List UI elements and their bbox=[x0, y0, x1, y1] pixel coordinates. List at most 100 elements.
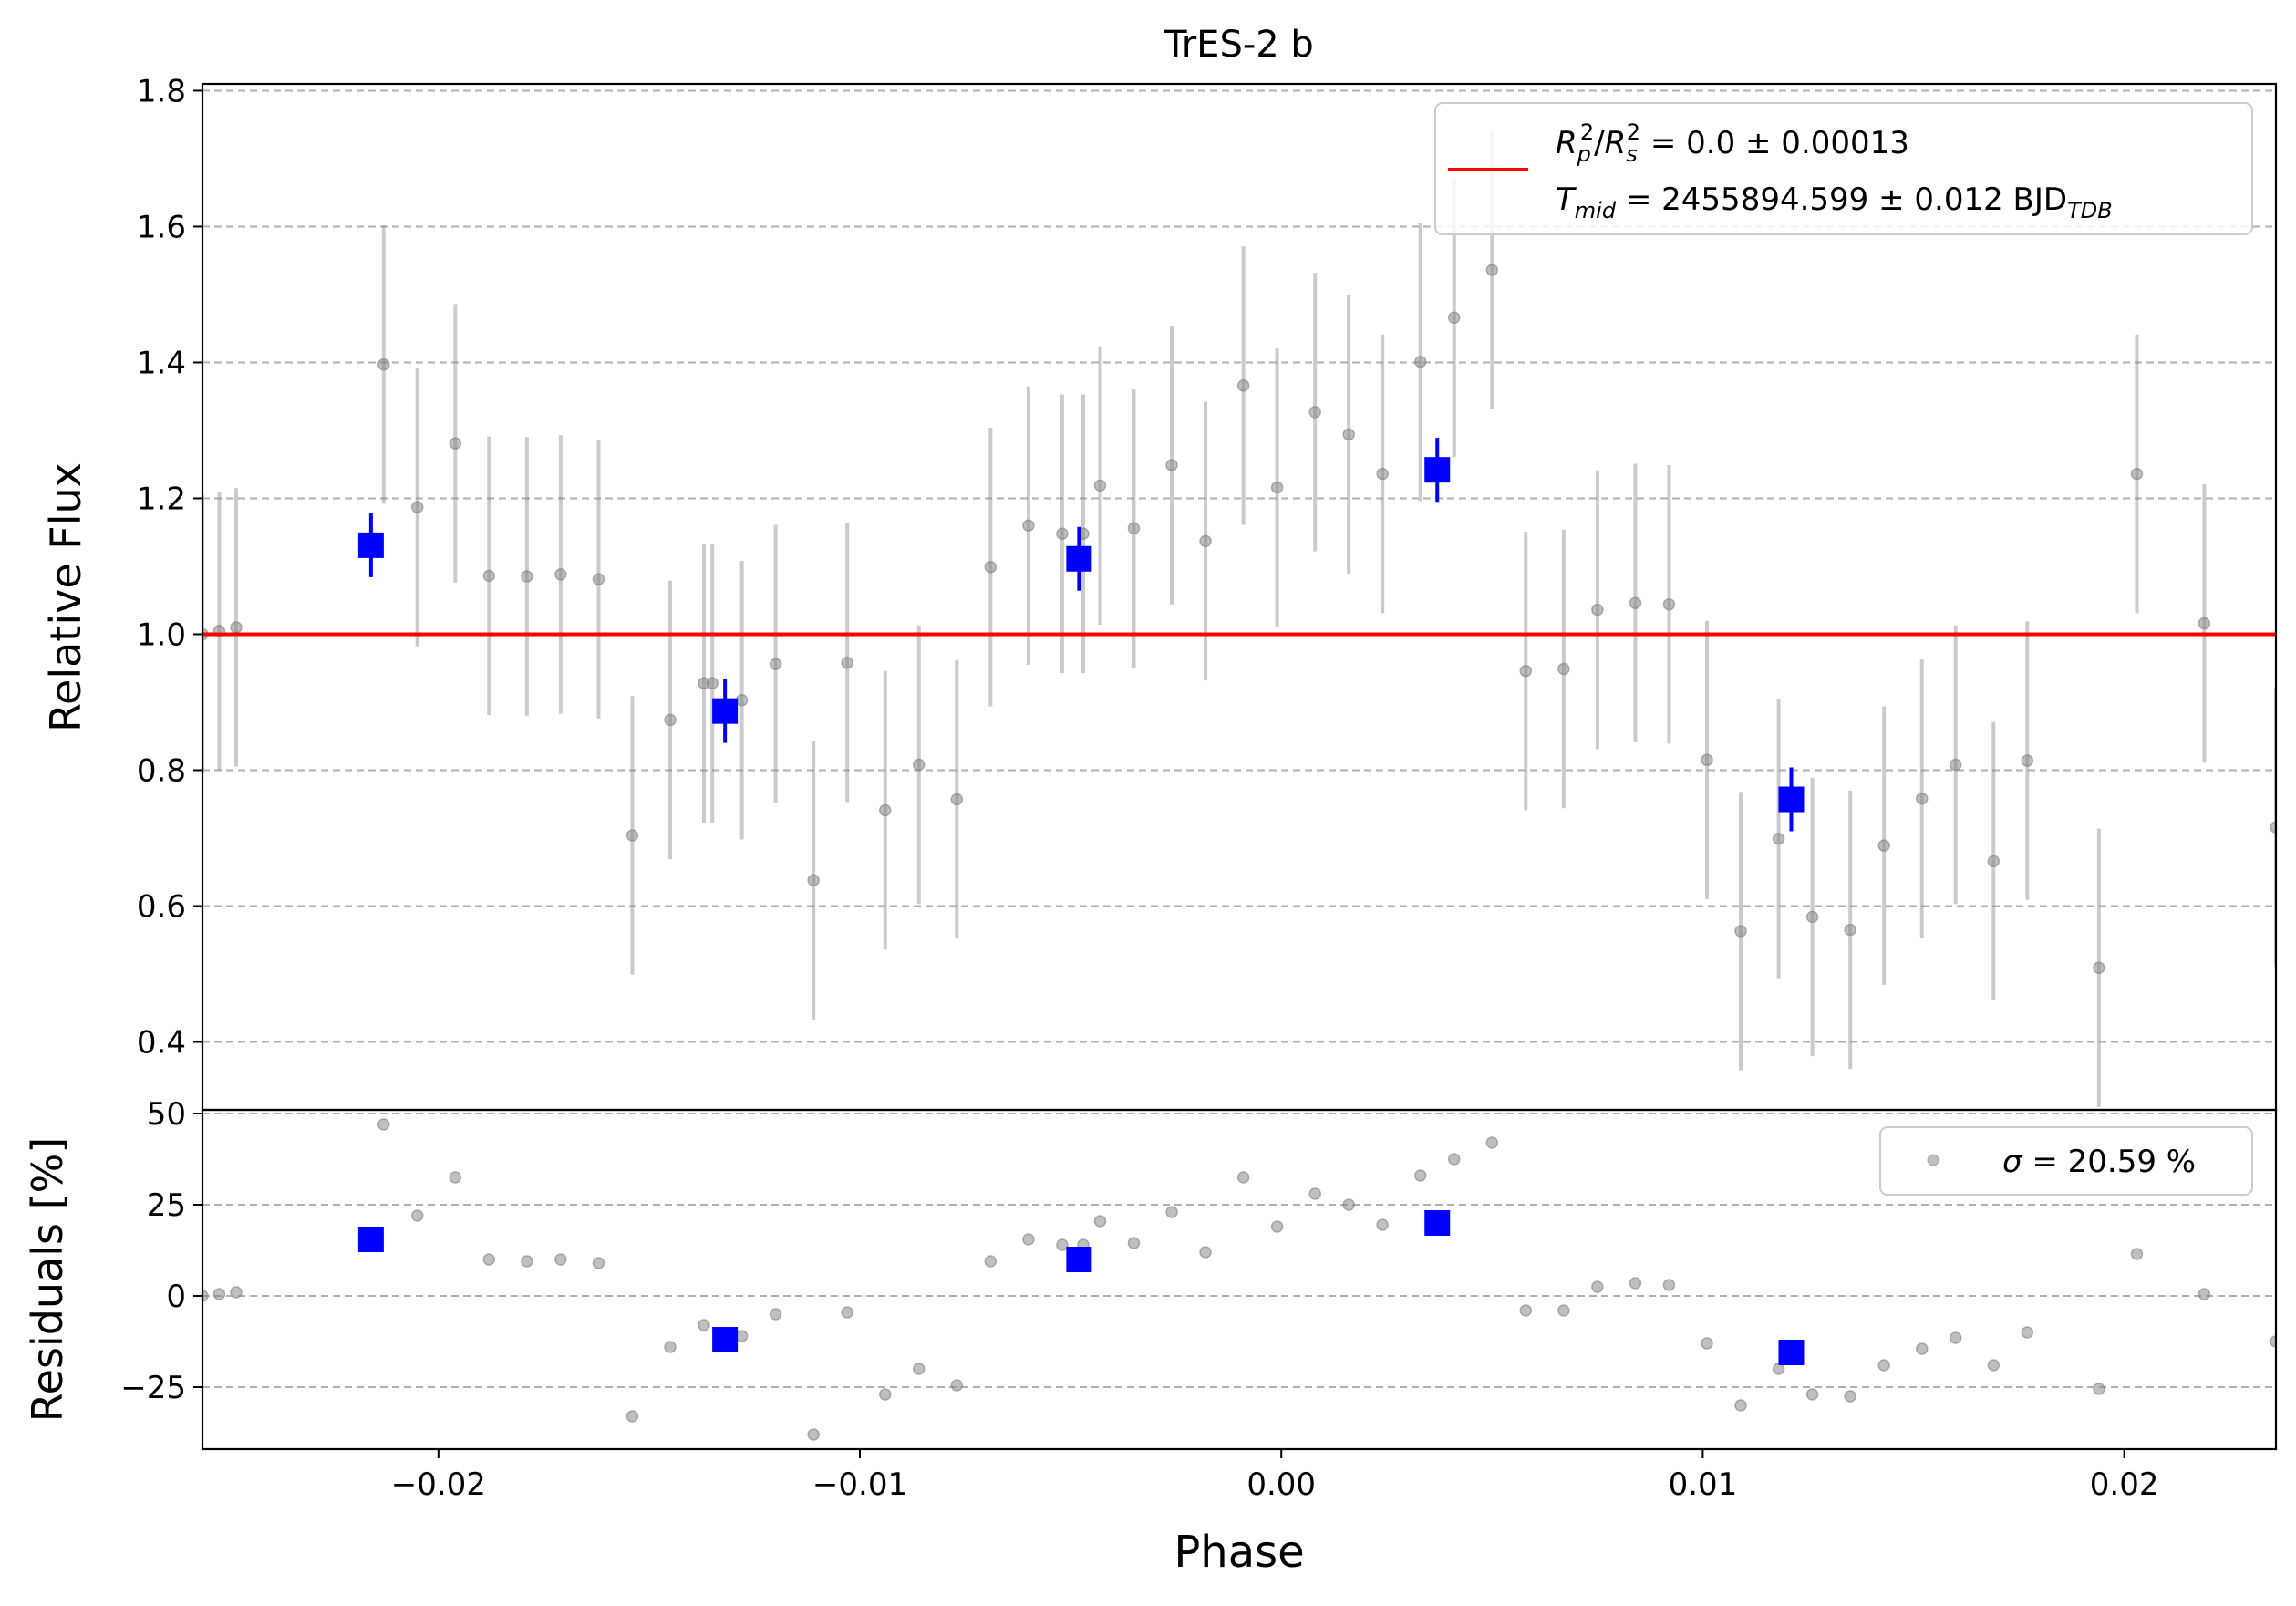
binned-point bbox=[1066, 545, 1092, 572]
main-y-tick-label: 1.4 bbox=[137, 345, 186, 381]
raw-point bbox=[1056, 527, 1069, 540]
residual-y-ticks: −25 0 25 50 bbox=[120, 1096, 202, 1406]
residual-raw-point bbox=[626, 1410, 639, 1423]
x-tick-label: −0.02 bbox=[391, 1466, 486, 1503]
residual-raw-point bbox=[2021, 1326, 2034, 1339]
residual-raw-point bbox=[1734, 1399, 1747, 1412]
binned-points bbox=[357, 438, 1805, 832]
raw-point bbox=[1916, 793, 1929, 805]
main-y-tick-label: 1.2 bbox=[137, 481, 186, 517]
residual-binned-points bbox=[357, 1210, 1805, 1365]
raw-point bbox=[482, 569, 496, 583]
raw-point bbox=[735, 693, 749, 707]
residual-binned-point bbox=[357, 1227, 384, 1252]
residual-raw-point bbox=[912, 1363, 926, 1375]
residual-raw-point bbox=[1557, 1304, 1570, 1317]
x-tick-label: 0.02 bbox=[2090, 1466, 2159, 1503]
residual-raw-point bbox=[377, 1118, 390, 1131]
legend-entry-sigma: σ = 20.59 % bbox=[2002, 1144, 2196, 1180]
residual-raw-point bbox=[1165, 1206, 1178, 1218]
raw-point bbox=[984, 560, 998, 574]
residual-binned-point bbox=[1066, 1247, 1092, 1272]
residual-legend: σ = 20.59 % bbox=[1879, 1126, 2253, 1196]
residual-raw-point bbox=[1519, 1304, 1533, 1317]
raw-point bbox=[449, 437, 462, 450]
main-y-tick-label: 0.8 bbox=[137, 752, 186, 789]
main-axes-frame bbox=[201, 82, 2278, 1112]
raw-point bbox=[1519, 664, 1533, 678]
raw-point bbox=[1342, 428, 1355, 441]
residual-raw-point bbox=[1236, 1171, 1250, 1184]
residual-raw-points bbox=[202, 1118, 2276, 1441]
raw-point bbox=[1877, 839, 1890, 852]
raw-point bbox=[2130, 467, 2144, 481]
binned-point bbox=[1424, 457, 1451, 483]
residual-raw-point bbox=[1093, 1215, 1107, 1228]
chart-title: TrES-2 b bbox=[1164, 24, 1314, 66]
main-ylabel: Relative Flux bbox=[41, 462, 90, 732]
residual-raw-point bbox=[202, 1290, 209, 1302]
main-legend: Rp2/Rs2 = 0.0 ± 0.00013 Tmid = 2455894.5… bbox=[1434, 102, 2253, 235]
residual-raw-point bbox=[1127, 1237, 1141, 1249]
residual-raw-point bbox=[1844, 1390, 1856, 1403]
raw-point bbox=[2021, 754, 2034, 767]
raw-point bbox=[1447, 311, 1461, 325]
residual-raw-point bbox=[1022, 1233, 1035, 1246]
raw-point bbox=[2270, 821, 2276, 834]
raw-errorbars bbox=[202, 130, 2276, 1108]
residual-raw-point bbox=[1342, 1198, 1355, 1211]
residual-raw-point bbox=[879, 1388, 892, 1401]
residual-raw-point bbox=[1270, 1220, 1284, 1233]
raw-point bbox=[521, 570, 533, 583]
legend-residual-marker bbox=[1927, 1154, 1939, 1166]
residual-raw-point bbox=[1413, 1169, 1427, 1182]
legend-entry-tmid: Tmid = 2455894.599 ± 0.012 BJDTDB bbox=[1556, 181, 2113, 223]
raw-point bbox=[1629, 596, 1642, 609]
residual-raw-point bbox=[735, 1330, 749, 1342]
raw-point bbox=[1844, 923, 1856, 937]
residual-raw-point bbox=[1987, 1359, 2001, 1372]
raw-point bbox=[1701, 753, 1713, 767]
residual-raw-point bbox=[1701, 1337, 1713, 1350]
residual-raw-point bbox=[449, 1171, 462, 1184]
residual-raw-point bbox=[984, 1255, 998, 1268]
residual-raw-point bbox=[1199, 1246, 1212, 1259]
residual-raw-point bbox=[2130, 1248, 2144, 1260]
raw-point bbox=[912, 758, 926, 772]
raw-point bbox=[410, 501, 424, 513]
binned-point bbox=[712, 698, 739, 724]
residual-raw-point bbox=[1805, 1388, 1819, 1401]
raw-point bbox=[1413, 355, 1427, 368]
residual-raw-point bbox=[769, 1308, 782, 1321]
main-y-tick-label: 1.6 bbox=[137, 209, 186, 245]
raw-point bbox=[1485, 264, 1499, 276]
residual-axes-frame bbox=[201, 1108, 2278, 1451]
raw-point bbox=[1236, 379, 1250, 392]
raw-point bbox=[1662, 597, 1676, 611]
residual-raw-point bbox=[1916, 1342, 1929, 1355]
main-y-tick-label: 1.8 bbox=[137, 73, 186, 109]
raw-point bbox=[1165, 459, 1178, 471]
residual-raw-point bbox=[664, 1341, 677, 1353]
raw-point bbox=[2093, 961, 2105, 975]
raw-point bbox=[841, 657, 853, 669]
main-y-tick-label: 1.0 bbox=[137, 616, 186, 653]
residual-raw-point bbox=[482, 1253, 496, 1266]
residual-ylabel: Residuals [%] bbox=[23, 1137, 72, 1422]
residual-raw-point bbox=[212, 1288, 226, 1300]
raw-point bbox=[1772, 832, 1785, 845]
residual-raw-point bbox=[1056, 1238, 1069, 1251]
residual-raw-point bbox=[1629, 1277, 1642, 1290]
binned-point bbox=[1778, 786, 1805, 813]
raw-point bbox=[1270, 481, 1284, 494]
raw-point bbox=[1805, 910, 1819, 924]
x-ticks: −0.02 −0.01 0.00 0.01 0.02 bbox=[391, 1449, 2159, 1503]
residual-raw-point bbox=[592, 1257, 605, 1269]
raw-point bbox=[2198, 616, 2211, 630]
x-axis-label: Phase bbox=[1174, 1527, 1304, 1578]
residual-raw-point bbox=[1376, 1218, 1389, 1231]
residual-raw-point bbox=[554, 1253, 567, 1266]
raw-point bbox=[1308, 406, 1321, 419]
residual-raw-point bbox=[841, 1306, 853, 1319]
